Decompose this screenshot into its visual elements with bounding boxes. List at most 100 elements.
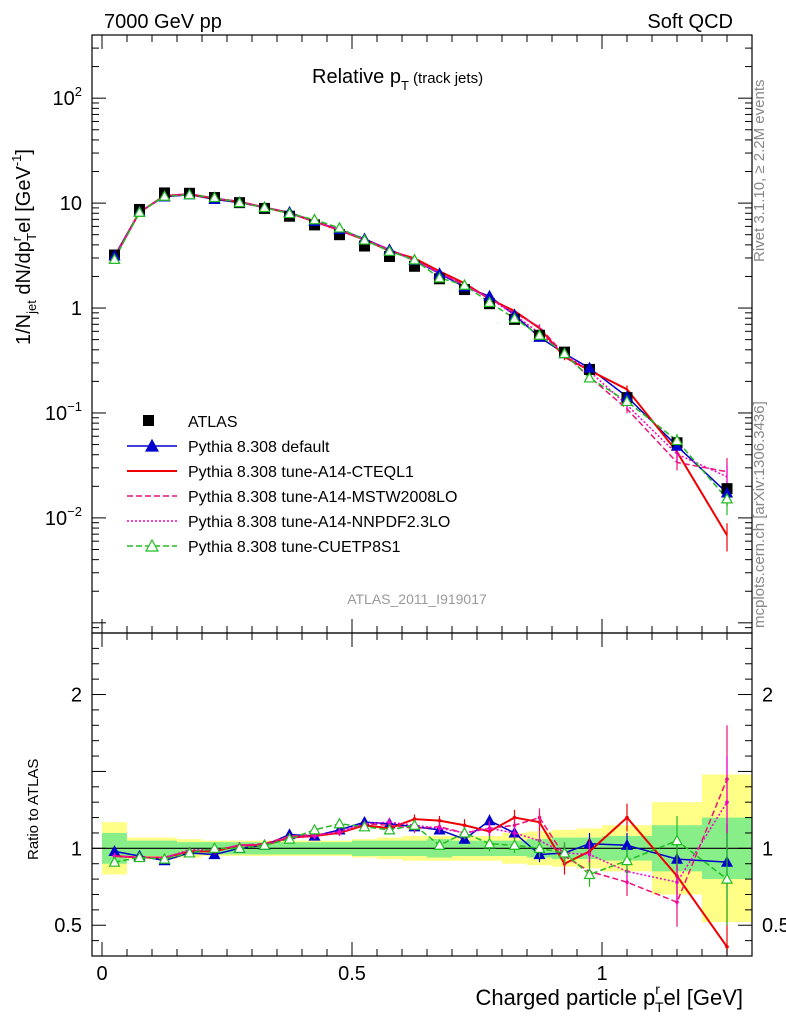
series-marker-top — [308, 213, 321, 225]
legend-entry-data: ATLAS — [143, 414, 238, 431]
series-marker — [208, 842, 221, 853]
series-marker — [720, 872, 734, 884]
legend-label-data: ATLAS — [188, 414, 238, 431]
data-marker — [359, 240, 370, 252]
y-tick-label-ratio-right: 1 — [762, 838, 773, 860]
series-marker-top — [533, 329, 546, 340]
legend-marker — [144, 538, 160, 552]
series-marker — [233, 842, 246, 853]
series-marker — [533, 842, 546, 853]
series-marker-top — [558, 347, 571, 359]
data-points — [108, 187, 734, 504]
series-marker — [670, 834, 684, 846]
series-marker — [183, 846, 196, 858]
series-marker-top — [458, 278, 471, 290]
legend-entry-3: Pythia 8.308 tune-A14-MSTW2008LO — [127, 489, 457, 506]
series-marker — [583, 868, 596, 880]
y-tick-label-main: 1 — [71, 298, 82, 320]
series-marker-top — [670, 434, 684, 446]
header-left: 7000 GeV pp — [104, 11, 222, 33]
title-main: Relative p — [312, 66, 401, 88]
title-sub: T — [401, 78, 409, 93]
legend-label: Pythia 8.308 tune-CUETP8S1 — [188, 539, 401, 556]
series-dot — [675, 880, 679, 884]
series-marker — [283, 832, 296, 844]
mcplots-info: mcplots.cern.ch [arXiv:1306.3436] — [751, 401, 768, 628]
data-marker — [384, 250, 395, 262]
y-tick-label-ratio: 0.5 — [54, 915, 82, 937]
series-marker — [133, 851, 146, 863]
legend-entry-4: Pythia 8.308 tune-A14-NNPDF2.3LO — [127, 514, 450, 531]
series-marker-top — [158, 190, 171, 201]
series-marker-top — [433, 271, 446, 283]
series-marker-top — [183, 188, 196, 200]
y-tick-label-ratio-right: 2 — [762, 685, 773, 707]
series-marker-top — [233, 196, 246, 208]
ratio-panel-frame — [91, 632, 753, 957]
series-dot — [625, 815, 629, 820]
series-marker — [308, 823, 321, 835]
series-marker — [558, 846, 571, 858]
series-line-main — [113, 193, 728, 478]
series-layer — [108, 187, 734, 955]
series-marker-top — [133, 206, 146, 217]
series-dot — [725, 800, 729, 804]
series-dot — [312, 834, 317, 838]
legend-entry-5: Pythia 8.308 tune-CUETP8S1 — [127, 538, 401, 556]
plot-title: Relative pT (track jets) — [312, 66, 483, 93]
series-5 — [108, 188, 734, 926]
legend-label: Pythia 8.308 tune-A14-CTEQL1 — [188, 464, 414, 481]
y-tick-label-ratio-right: 0.5 — [762, 915, 786, 937]
y-tick-label-main: 10−2 — [45, 504, 82, 530]
legend-label: Pythia 8.308 tune-A14-MSTW2008LO — [188, 489, 457, 506]
y-tick-label-ratio: 2 — [71, 685, 82, 707]
y-tick-label-main: 102 — [53, 84, 82, 110]
legend: ATLAS Pythia 8.308 default Pythia 8.308 tu… — [127, 414, 457, 556]
series-dot — [487, 826, 492, 831]
series-marker — [383, 823, 396, 835]
series-marker-top — [108, 253, 121, 264]
series-marker — [258, 839, 271, 850]
data-marker — [409, 260, 420, 272]
series-marker-top — [258, 201, 271, 213]
series-dot — [537, 815, 542, 820]
series-dot — [462, 823, 467, 828]
series-marker-top — [333, 221, 346, 233]
y-tick-label-ratio: 1 — [71, 838, 82, 860]
legend-entry-1: Pythia 8.308 default — [127, 438, 330, 456]
y-tick-label-main: 10−1 — [45, 399, 82, 425]
series-marker-top — [383, 245, 396, 256]
x-tick-label: 0.5 — [338, 963, 366, 985]
series-marker-top — [720, 492, 734, 504]
series-marker — [458, 826, 471, 838]
series-marker-top — [483, 296, 496, 307]
series-dot — [437, 818, 442, 823]
series-marker-top — [208, 191, 221, 203]
series-dot — [387, 820, 392, 824]
series-marker — [358, 820, 371, 832]
x-tick-label: 0 — [96, 963, 107, 985]
series-marker-top — [283, 207, 296, 219]
y-tick-label-main: 10 — [60, 193, 82, 215]
legend-entry-2: Pythia 8.308 tune-A14-CTEQL1 — [127, 464, 414, 481]
series-dot — [512, 831, 517, 835]
legend-marker — [144, 438, 160, 452]
series-marker-top — [620, 395, 634, 407]
series-marker-top — [583, 371, 596, 383]
rivet-info: Rivet 3.1.10, ≥ 2.2M events — [751, 80, 768, 263]
series-marker — [158, 852, 171, 864]
series-dot — [337, 829, 342, 834]
y-axis-label-ratio: Ratio to ATLAS — [25, 759, 42, 860]
series-marker-top — [508, 312, 521, 324]
analysis-watermark: ATLAS_2011_I919017 — [347, 591, 487, 607]
series-marker — [508, 839, 521, 850]
legend-label: Pythia 8.308 tune-A14-NNPDF2.3LO — [188, 514, 450, 531]
header-right: Soft QCD — [647, 11, 733, 33]
series-marker — [408, 819, 421, 830]
legend-label: Pythia 8.308 default — [188, 439, 330, 456]
series-marker — [333, 817, 346, 829]
series-dot — [587, 852, 592, 857]
series-3 — [112, 193, 729, 927]
x-tick-label: 1 — [596, 963, 607, 985]
